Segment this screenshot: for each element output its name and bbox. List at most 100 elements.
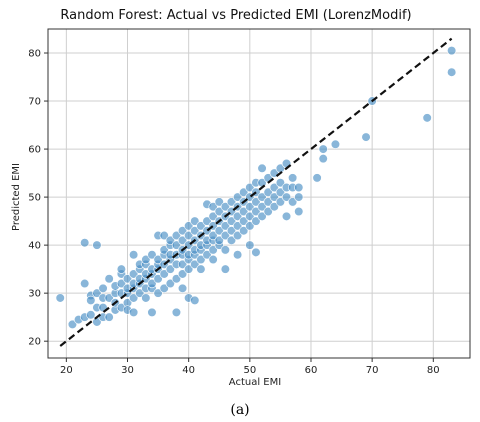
data-point xyxy=(116,264,126,274)
data-point xyxy=(214,197,224,207)
data-point xyxy=(214,206,224,217)
data-point xyxy=(104,274,114,284)
data-point xyxy=(177,226,188,236)
data-point xyxy=(92,288,102,298)
data-point xyxy=(245,221,255,231)
data-point xyxy=(447,46,457,56)
data-point xyxy=(251,216,261,226)
data-point xyxy=(239,187,249,197)
y-tick-label: 70 xyxy=(28,97,41,108)
data-point xyxy=(208,245,218,255)
data-point xyxy=(80,278,90,289)
data-point xyxy=(86,310,96,320)
data-point xyxy=(269,192,279,202)
data-point xyxy=(245,182,255,193)
data-point xyxy=(257,211,267,221)
data-point xyxy=(294,182,304,193)
data-point xyxy=(220,202,230,212)
y-tick-label: 50 xyxy=(28,193,41,204)
data-point xyxy=(153,254,163,265)
data-point xyxy=(239,206,249,217)
data-point xyxy=(294,192,304,202)
data-point xyxy=(135,288,145,298)
data-point xyxy=(232,250,243,260)
data-point xyxy=(245,202,255,212)
y-tick-label: 40 xyxy=(28,241,41,252)
figure-caption: (a) xyxy=(230,402,249,418)
data-point xyxy=(239,216,249,226)
data-point xyxy=(190,259,200,269)
data-point xyxy=(220,264,230,274)
data-point xyxy=(257,202,267,212)
data-point xyxy=(80,238,90,248)
data-point xyxy=(55,293,65,303)
data-point xyxy=(214,226,224,236)
data-point xyxy=(165,278,175,289)
data-point xyxy=(361,132,371,142)
data-point xyxy=(288,197,298,207)
data-point xyxy=(184,264,194,274)
x-tick-label: 40 xyxy=(182,365,195,376)
data-point xyxy=(171,240,182,250)
data-point xyxy=(257,163,267,173)
data-point xyxy=(190,216,200,226)
data-point xyxy=(226,226,237,236)
data-point xyxy=(447,67,457,77)
y-tick-label: 60 xyxy=(28,145,41,156)
data-point xyxy=(220,221,230,231)
data-point xyxy=(275,197,286,207)
data-point xyxy=(177,269,188,279)
data-point xyxy=(159,245,169,255)
data-point xyxy=(141,254,151,265)
grid xyxy=(48,29,470,358)
data-point xyxy=(190,295,200,305)
data-point xyxy=(251,197,261,207)
y-tick-labels: 20 30 40 50 60 70 80 xyxy=(28,49,48,348)
x-tick-label: 30 xyxy=(121,365,134,376)
x-axis-label: Actual EMI xyxy=(229,377,281,388)
plot-frame xyxy=(47,28,471,359)
data-point xyxy=(318,154,328,164)
data-point xyxy=(318,144,328,154)
data-point xyxy=(202,250,212,260)
data-point xyxy=(232,211,243,221)
data-point xyxy=(129,269,139,279)
data-point xyxy=(220,245,230,255)
data-point xyxy=(208,230,218,241)
data-point xyxy=(116,278,126,289)
data-point xyxy=(104,312,114,322)
data-point xyxy=(330,139,341,149)
data-point xyxy=(232,192,243,202)
data-point xyxy=(129,293,139,303)
x-tick-label: 20 xyxy=(60,365,73,376)
data-point xyxy=(184,230,194,241)
x-tick-labels: 20 30 40 50 60 70 80 xyxy=(60,358,440,376)
data-point xyxy=(208,202,218,212)
data-point xyxy=(86,295,96,305)
identity-reference-line xyxy=(59,37,453,347)
y-tick-label: 30 xyxy=(28,289,41,300)
x-tick-label: 70 xyxy=(366,365,379,376)
data-point xyxy=(275,178,286,188)
data-point xyxy=(165,235,175,245)
x-tick-label: 50 xyxy=(243,365,256,376)
data-point xyxy=(232,230,243,241)
data-point xyxy=(184,221,194,231)
chart-title: Random Forest: Actual vs Predicted EMI (… xyxy=(60,8,411,23)
data-point xyxy=(171,307,182,317)
data-point xyxy=(104,293,114,303)
data-point xyxy=(288,173,298,183)
data-point xyxy=(129,307,139,317)
data-point xyxy=(153,288,163,298)
x-tick-label: 60 xyxy=(305,365,318,376)
data-point xyxy=(177,259,188,269)
data-point xyxy=(245,211,255,221)
data-point xyxy=(239,226,249,236)
data-point xyxy=(208,211,218,221)
data-point xyxy=(171,274,182,284)
data-point xyxy=(98,283,108,293)
data-point xyxy=(269,202,279,212)
data-point xyxy=(257,192,267,202)
data-point xyxy=(67,319,78,329)
